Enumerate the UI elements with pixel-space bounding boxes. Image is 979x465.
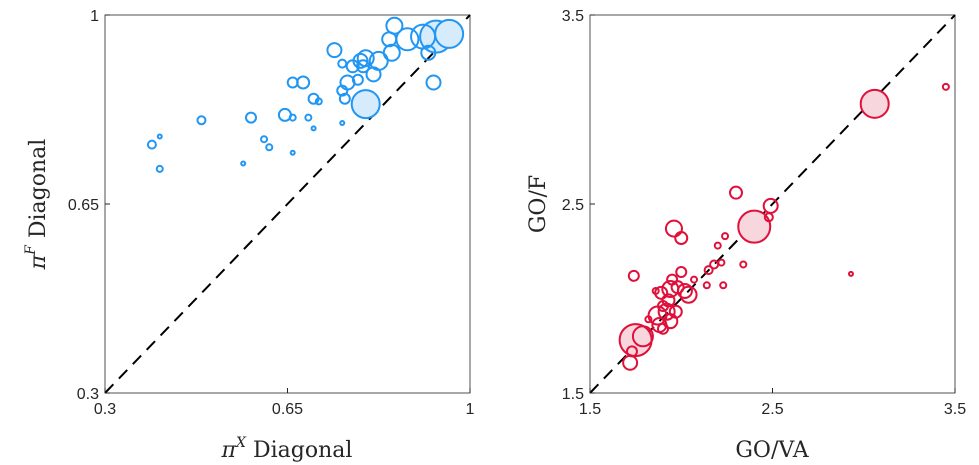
data-point <box>657 300 669 313</box>
data-point <box>365 66 382 83</box>
y-tick-label: 0.3 <box>77 386 99 403</box>
markers-left <box>146 16 465 173</box>
data-point <box>739 260 748 269</box>
data-point <box>425 74 442 91</box>
data-point <box>326 42 343 59</box>
markers-right <box>618 82 950 371</box>
data-point <box>702 281 711 290</box>
data-point <box>625 345 638 358</box>
data-point <box>336 84 349 97</box>
x-tick-label: 0.65 <box>272 401 303 418</box>
data-point <box>356 59 371 74</box>
x-tick-label: 0.3 <box>94 401 116 418</box>
data-point <box>664 219 683 238</box>
data-point <box>717 258 726 267</box>
y-tick-label: 2.5 <box>562 197 584 214</box>
data-point <box>314 97 323 106</box>
x-tick-label: 1.5 <box>579 401 601 418</box>
data-point <box>245 111 257 124</box>
data-point <box>666 273 679 286</box>
data-point <box>156 133 163 140</box>
data-point <box>434 18 465 49</box>
data-point <box>304 113 313 122</box>
data-point <box>631 325 654 348</box>
scatter-panel-right: 1.5 2.5 3.5 1.5 2.5 3.5 GO/VA GO/F <box>526 8 966 463</box>
data-point <box>265 143 274 152</box>
data-point <box>286 76 299 89</box>
data-point <box>339 120 346 126</box>
data-point <box>420 44 437 61</box>
x-tick-label: 3.5 <box>944 401 966 418</box>
data-point <box>351 73 364 86</box>
data-point <box>713 241 722 250</box>
data-point <box>155 164 164 173</box>
data-point <box>847 270 854 277</box>
data-point <box>674 231 689 246</box>
identity-line-left <box>104 14 471 394</box>
data-point <box>382 43 401 62</box>
data-point <box>644 315 653 324</box>
data-point <box>703 265 714 276</box>
data-point <box>381 31 398 48</box>
x-tick-label: 1 <box>466 401 475 418</box>
data-point <box>941 82 950 91</box>
y-axis-label-left: πF Diagonal <box>23 139 51 271</box>
data-point <box>763 212 774 223</box>
data-point <box>288 113 297 122</box>
y-tick-label: 1 <box>90 8 99 25</box>
data-point <box>729 185 743 200</box>
data-point <box>289 149 296 156</box>
data-point <box>721 232 730 241</box>
data-point <box>345 59 360 74</box>
ticks-left: 0.3 0.65 1 0.3 0.65 1 <box>68 8 475 418</box>
data-point <box>627 269 640 282</box>
data-point <box>260 135 269 144</box>
data-point <box>196 115 207 126</box>
data-point <box>622 354 639 371</box>
y-tick-label: 1.5 <box>562 386 584 403</box>
data-point <box>350 89 381 120</box>
data-point <box>675 266 688 279</box>
ticks-right: 1.5 2.5 3.5 1.5 2.5 3.5 <box>562 8 966 418</box>
data-point <box>338 92 351 105</box>
data-point <box>657 322 669 335</box>
data-point <box>690 275 699 284</box>
data-point <box>337 58 348 69</box>
x-tick-label: 2.5 <box>761 401 783 418</box>
data-point <box>296 75 311 90</box>
data-point <box>651 286 660 295</box>
data-point <box>654 285 669 300</box>
x-axis-label-right: GO/VA <box>735 438 809 463</box>
data-point <box>146 139 157 150</box>
data-point <box>356 49 375 68</box>
scatter-panel-left: 0.3 0.65 1 0.3 0.65 1 πX Diagonal πF Diagonal <box>23 8 475 463</box>
data-point <box>240 160 247 167</box>
y-axis-label-right: GO/F <box>526 175 551 233</box>
data-point <box>859 88 890 119</box>
data-point <box>679 285 698 304</box>
data-point <box>676 282 693 299</box>
x-axis-label-left: πX Diagonal <box>221 435 353 463</box>
y-tick-label: 3.5 <box>562 8 584 25</box>
data-point <box>668 304 683 319</box>
data-point <box>310 125 317 132</box>
data-point <box>737 209 772 244</box>
y-tick-label: 0.65 <box>68 197 99 214</box>
data-point <box>719 281 728 290</box>
